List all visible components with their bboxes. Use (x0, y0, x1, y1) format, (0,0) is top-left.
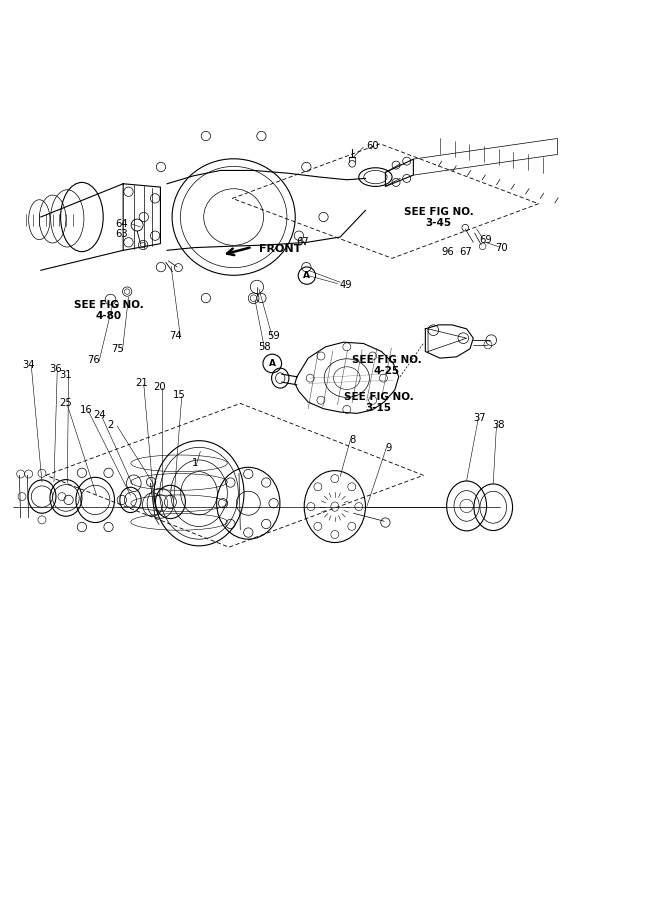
Text: 3-15: 3-15 (366, 403, 392, 413)
Text: 67: 67 (296, 238, 309, 248)
Text: A: A (303, 271, 310, 280)
Text: 58: 58 (259, 342, 271, 352)
Text: 74: 74 (169, 330, 181, 340)
Text: 64: 64 (115, 219, 128, 229)
Text: 4-80: 4-80 (95, 311, 121, 321)
Text: 15: 15 (173, 391, 185, 401)
Text: 36: 36 (49, 364, 61, 374)
Text: 59: 59 (267, 330, 280, 340)
Text: 69: 69 (479, 235, 492, 246)
Text: FRONT: FRONT (259, 244, 301, 254)
Text: 16: 16 (79, 405, 92, 415)
Text: 9: 9 (385, 443, 392, 453)
Text: 31: 31 (59, 371, 72, 381)
Text: 38: 38 (492, 419, 505, 429)
Text: A: A (269, 359, 275, 368)
Text: 1: 1 (192, 458, 198, 468)
Text: 4-25: 4-25 (374, 366, 400, 376)
Text: 24: 24 (93, 410, 105, 420)
Text: 70: 70 (496, 243, 508, 253)
Text: SEE FIG NO.: SEE FIG NO. (73, 300, 143, 310)
Text: 75: 75 (111, 344, 123, 354)
Text: 34: 34 (23, 360, 35, 370)
Text: 60: 60 (366, 140, 378, 151)
Text: SEE FIG NO.: SEE FIG NO. (404, 207, 474, 217)
Text: SEE FIG NO.: SEE FIG NO. (352, 356, 422, 365)
Text: 67: 67 (459, 248, 472, 257)
Text: 3-45: 3-45 (426, 218, 452, 228)
Text: 96: 96 (442, 248, 454, 257)
Text: SEE FIG NO.: SEE FIG NO. (344, 392, 414, 401)
Text: 49: 49 (339, 280, 352, 290)
Text: 8: 8 (349, 435, 356, 445)
Text: 37: 37 (474, 413, 486, 423)
Text: 20: 20 (153, 382, 165, 392)
Text: 21: 21 (135, 378, 148, 389)
Text: 76: 76 (87, 356, 100, 365)
Text: 2: 2 (107, 419, 113, 429)
Text: 63: 63 (115, 229, 128, 238)
Text: 25: 25 (59, 399, 71, 409)
